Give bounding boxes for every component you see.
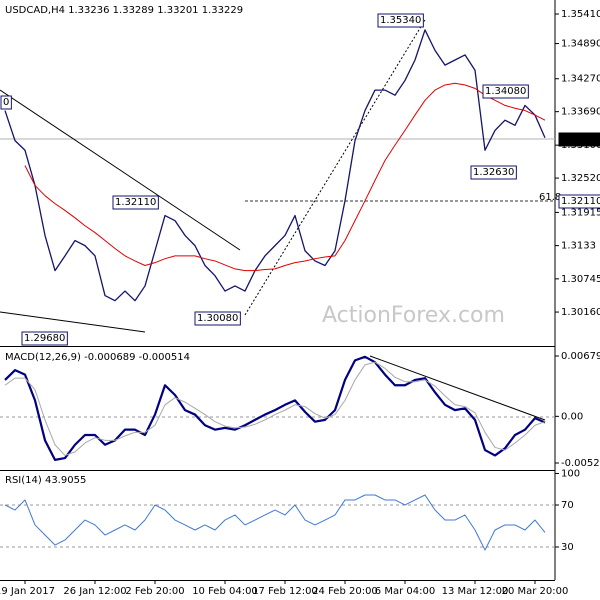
annotation-label: 1.29680 — [24, 333, 65, 344]
x-tick-label: 20 Mar 20:00 — [502, 586, 569, 597]
panel-title: RSI(14) 43.9055 — [5, 475, 86, 486]
x-tick-label: 6 Mar 04:00 — [375, 586, 435, 597]
annotation-box — [470, 165, 517, 180]
y-tick-label: 1.34890 — [561, 39, 600, 50]
annotation-box — [482, 84, 529, 99]
annotation: 1.29680 — [21, 331, 68, 346]
annotation-box — [194, 311, 241, 326]
annotation: 1.35340 — [377, 13, 424, 28]
x-tick-label: 24 Feb 20:00 — [312, 586, 378, 597]
series-line — [4, 494, 546, 551]
series-line — [4, 29, 546, 302]
annotation: 1.32630 — [470, 165, 517, 180]
x-tick-label: 10 Feb 04:00 — [192, 586, 258, 597]
y-tick-label: 70 — [561, 500, 574, 511]
annotation: 1.34080 — [482, 84, 529, 99]
y-tick-label: 1.30745 — [561, 274, 600, 285]
trend-line — [369, 355, 546, 421]
y-tick-label: 0.00 — [561, 411, 583, 422]
series-line — [4, 355, 546, 461]
annotation-label: 1.35340 — [380, 15, 421, 26]
annotation-label: 1.34080 — [485, 86, 526, 97]
y-tick-label: 1.31915 — [561, 207, 600, 218]
series-line — [4, 361, 546, 456]
annotation-box — [558, 194, 600, 209]
x-tick-label: 17 Feb 12:00 — [252, 586, 318, 597]
x-tick-label: 26 Jan 12:00 — [63, 586, 126, 597]
trend-line — [0, 311, 146, 333]
y-tick-label: 1.30160 — [561, 307, 600, 318]
y-tick-label: 1.3133 — [561, 241, 596, 252]
y-tick-label: -0.005254 — [561, 458, 600, 469]
trend-line — [0, 89, 241, 251]
annotation-label: 61.8 — [539, 192, 561, 203]
annotation-label: 1.32110 — [115, 197, 156, 208]
annotation: 1.33229 — [558, 132, 600, 147]
annotation-label: 1.30080 — [197, 313, 238, 324]
y-tick-label: 30 — [561, 542, 574, 553]
annotation-box — [558, 132, 600, 147]
annotation-box — [0, 95, 12, 110]
y-tick-label: 0.006794 — [561, 351, 600, 362]
panel-title: MACD(12,26,9) -0.000689 -0.000514 — [5, 352, 190, 363]
annotation: 0 — [0, 95, 12, 110]
watermark: ActionForex.com — [322, 303, 505, 328]
annotation-label: 0 — [3, 97, 9, 108]
annotation-label: 1.33229 — [561, 134, 600, 145]
annotation: 1.32110 — [112, 195, 159, 210]
y-tick-label: 100 — [561, 468, 580, 479]
y-tick-label: 1.35410 — [561, 9, 600, 20]
annotation-box — [21, 331, 68, 346]
x-tick-label: 13 Mar 12:00 — [442, 586, 509, 597]
x-tick-label: 19 Jan 2017 — [0, 586, 55, 597]
y-tick-label: 1.33690 — [561, 107, 600, 118]
x-tick-label: 2 Feb 20:00 — [125, 586, 184, 597]
annotation-box — [112, 195, 159, 210]
trend-line — [244, 19, 426, 316]
annotation: 1.32110 — [558, 194, 600, 209]
y-tick-label: 1.34270 — [561, 74, 600, 85]
annotation: 61.8 — [539, 192, 561, 203]
annotation-label: 1.32630 — [473, 167, 514, 178]
annotation-box — [377, 13, 424, 28]
annotation: 1.30080 — [194, 311, 241, 326]
panel-title: USDCAD,H4 1.33236 1.33289 1.33201 1.3322… — [5, 5, 243, 16]
annotation-label: 1.32110 — [561, 196, 600, 207]
series-line — [24, 82, 546, 272]
y-tick-label: 1.32520 — [561, 173, 600, 184]
